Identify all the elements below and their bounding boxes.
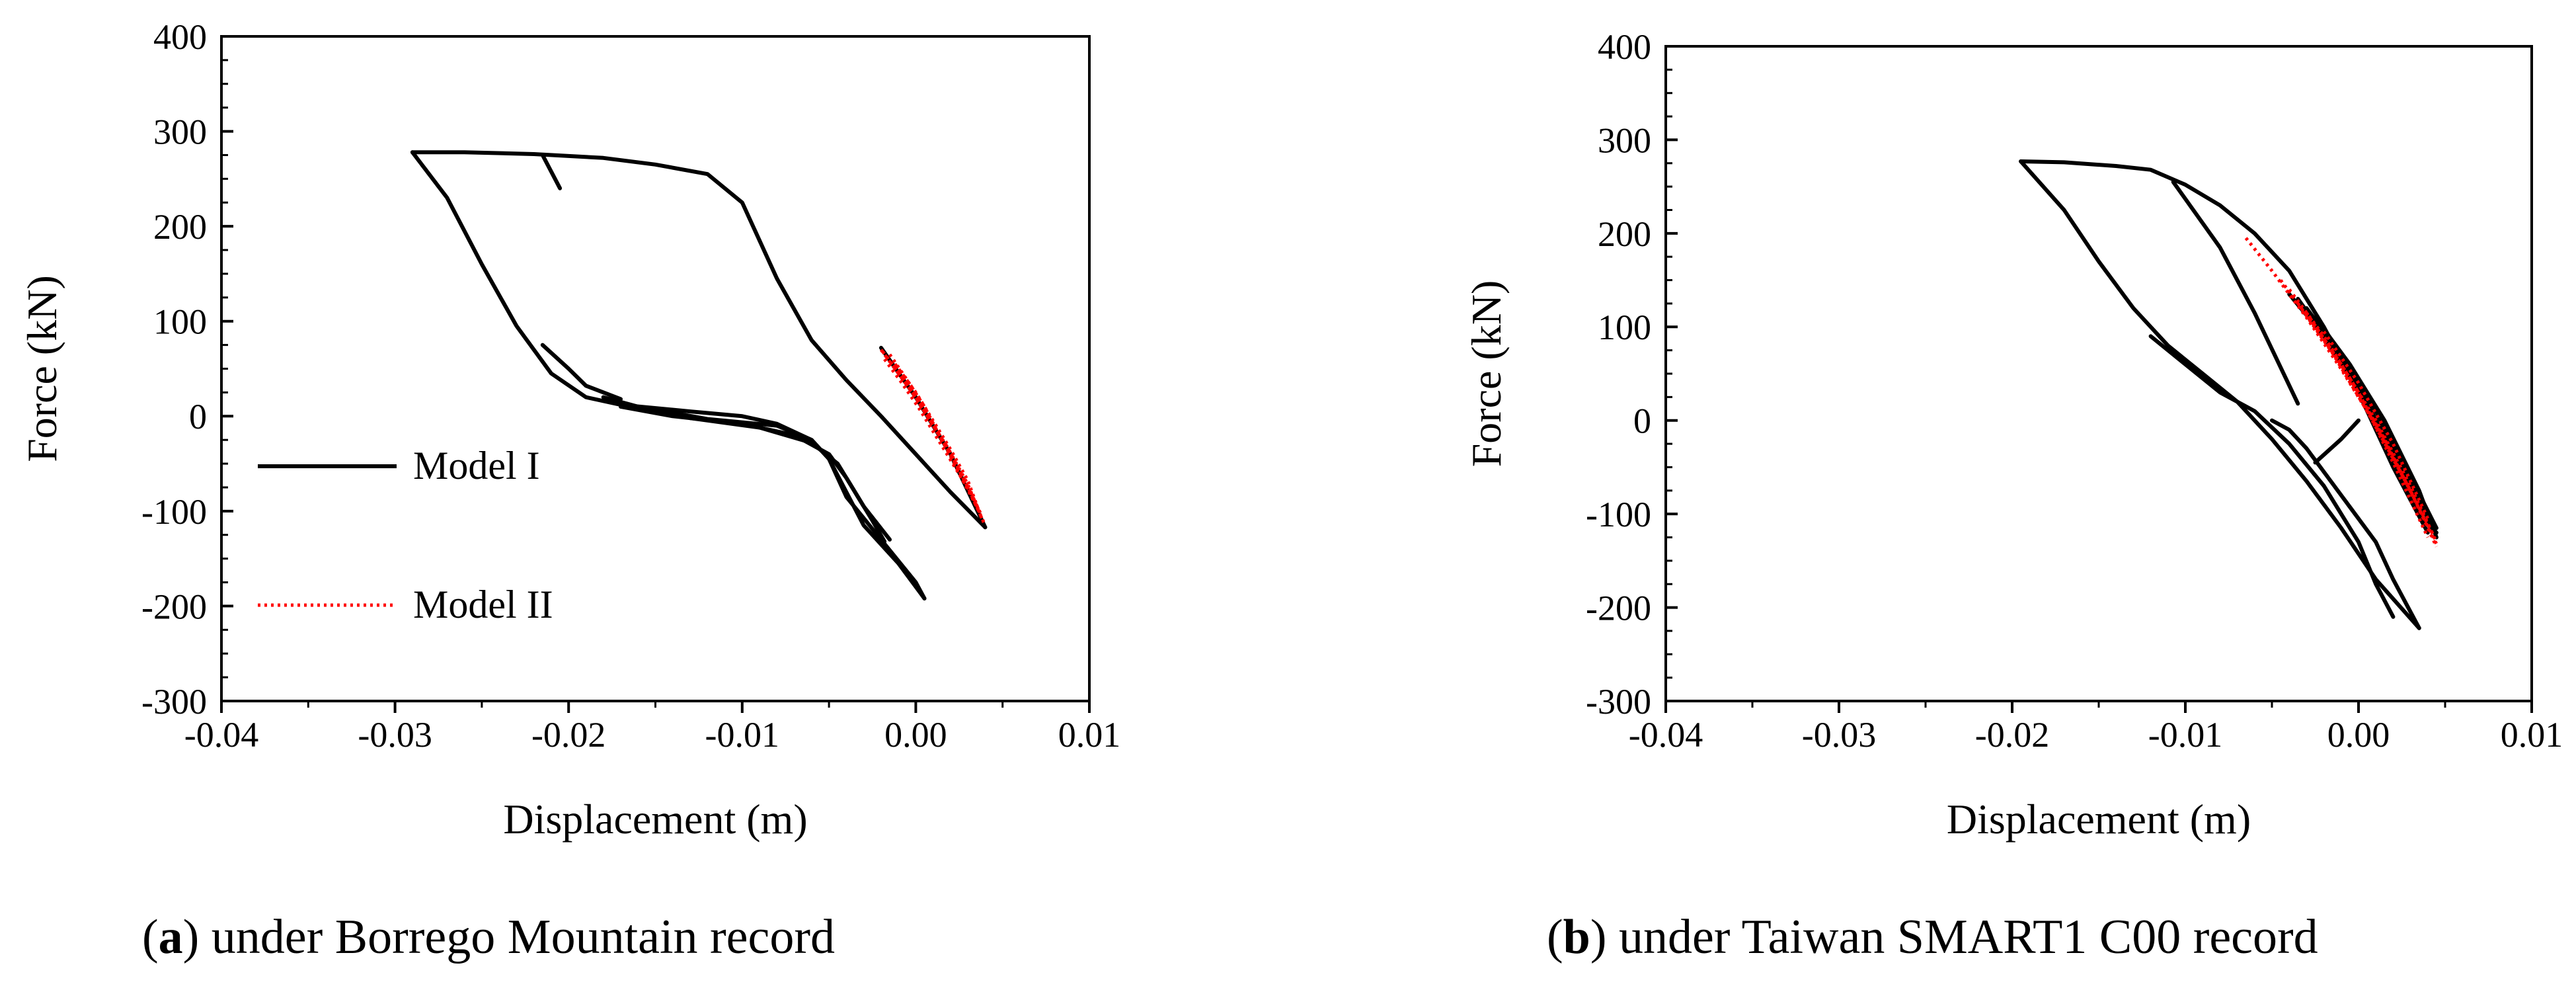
x-tick-label: -0.01 bbox=[705, 715, 779, 755]
series-2-line bbox=[2288, 288, 2430, 538]
series-2-line bbox=[2322, 331, 2430, 520]
caption-a-letter: a bbox=[159, 910, 183, 964]
chart-panel-a: -300 -200 -100 0 100 200 300 400 -0.04 -0.03 -0.02… bbox=[19, 17, 1120, 843]
y-tick-label: 100 bbox=[153, 302, 207, 342]
caption-a-text: ) under Borrego Mountain record bbox=[183, 910, 835, 964]
plot-area-frame bbox=[220, 35, 1091, 702]
x-tick-label: 0.01 bbox=[2501, 715, 2563, 755]
series-1-line bbox=[410, 150, 988, 530]
x-tick-label: -0.03 bbox=[358, 715, 432, 755]
series-1-line bbox=[2296, 296, 2433, 528]
y-tick-label: 400 bbox=[153, 17, 207, 57]
caption-a-open: ( bbox=[142, 910, 159, 964]
x-tick-label: -0.04 bbox=[184, 715, 258, 755]
legend-label-1: Model I bbox=[413, 444, 540, 487]
legend: Model I Model II bbox=[258, 444, 553, 626]
series-1-line bbox=[688, 416, 887, 544]
x-tick-label: -0.02 bbox=[1975, 715, 2049, 755]
chart-panel-b: -300 -200 -100 0 100 200 300 400 -0.04 -0.03 -0.02… bbox=[1463, 27, 2563, 843]
series-1-line bbox=[2148, 334, 2396, 619]
legend-label-2: Model II bbox=[413, 583, 553, 626]
y-axis-title: Force (kN) bbox=[19, 275, 65, 462]
series-1-line bbox=[2019, 159, 2430, 535]
y-tick-label: 300 bbox=[1598, 120, 1651, 160]
series-2-line bbox=[2296, 302, 2435, 536]
caption-a: (a) under Borrego Mountain record bbox=[142, 910, 835, 964]
series-2-line bbox=[2244, 237, 2439, 548]
y-tick-label: -100 bbox=[1586, 495, 1651, 534]
series-1-line bbox=[2270, 418, 2421, 630]
x-tick-label: 0.00 bbox=[2327, 715, 2390, 755]
y-tick-label: 200 bbox=[1598, 214, 1651, 254]
y-tick-label: -100 bbox=[141, 492, 207, 532]
series-1-line bbox=[540, 153, 563, 190]
series-1-line bbox=[2313, 315, 2439, 540]
series-2-line bbox=[883, 358, 984, 517]
y-tick-label: 200 bbox=[153, 207, 207, 247]
caption-b-open: ( bbox=[1547, 910, 1563, 964]
series-1-line bbox=[2313, 418, 2361, 465]
x-tick-label: -0.04 bbox=[1629, 715, 1703, 755]
series-1-line bbox=[410, 150, 927, 601]
x-tick-label: -0.03 bbox=[1802, 715, 1876, 755]
x-tick-label: -0.02 bbox=[531, 715, 605, 755]
caption-b-letter: b bbox=[1563, 910, 1590, 964]
caption-b: (b) under Taiwan SMART1 C00 record bbox=[1547, 910, 2318, 964]
y-tick-label: -300 bbox=[141, 682, 207, 722]
x-tick-label: -0.01 bbox=[2148, 715, 2222, 755]
plot-area-frame bbox=[1664, 45, 2533, 702]
y-tick-label: 0 bbox=[1633, 401, 1651, 441]
caption-b-text: ) under Taiwan SMART1 C00 record bbox=[1590, 910, 2318, 964]
y-tick-label: 300 bbox=[153, 112, 207, 151]
x-tick-label: 0.00 bbox=[884, 715, 947, 755]
series-1-line bbox=[540, 343, 623, 401]
series-1-line bbox=[2171, 180, 2300, 406]
y-tick-label: 400 bbox=[1598, 27, 1651, 67]
y-tick-label: -200 bbox=[141, 587, 207, 626]
series-2-line bbox=[2279, 279, 2439, 545]
series-1-line bbox=[2019, 159, 2421, 630]
y-tick-label: -300 bbox=[1586, 682, 1651, 722]
y-tick-label: 0 bbox=[189, 397, 207, 436]
y-tick-label: -200 bbox=[1586, 588, 1651, 628]
y-axis-title: Force (kN) bbox=[1463, 280, 1510, 468]
x-tick-label: 0.01 bbox=[1058, 715, 1121, 755]
y-tick-label: 100 bbox=[1598, 308, 1651, 347]
series-1-line bbox=[878, 345, 988, 530]
x-axis-title: Displacement (m) bbox=[1947, 796, 2251, 843]
x-axis-title: Displacement (m) bbox=[503, 796, 807, 843]
